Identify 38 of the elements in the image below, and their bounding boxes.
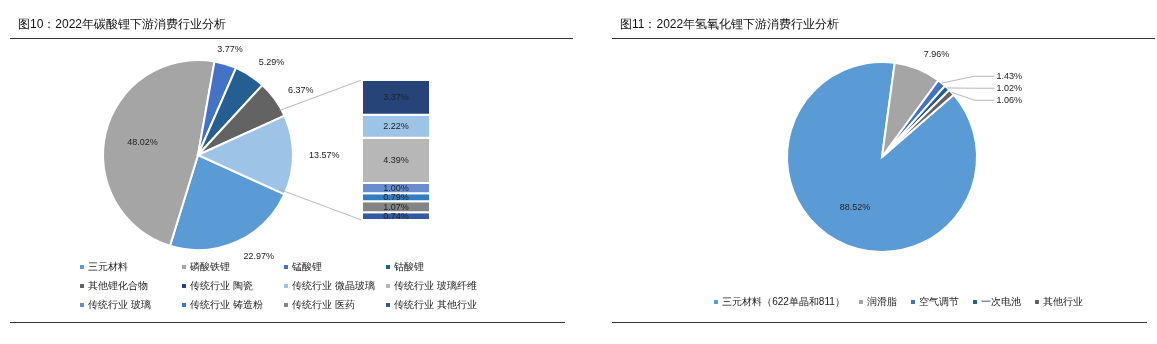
- data-label: 1.43%: [996, 71, 1023, 82]
- data-label: 0.74%: [383, 211, 409, 222]
- legend-label: 其他行业: [1042, 295, 1083, 309]
- data-label: 1.07%: [383, 201, 409, 212]
- text: 传统行业 玻璃纤维: [394, 280, 477, 291]
- data-label: 4.39%: [383, 155, 409, 166]
- data-label: 22.97%: [243, 251, 275, 262]
- legend-label: 三元材料: [88, 260, 128, 274]
- data-label: 2.22%: [383, 121, 409, 132]
- data-label: 1.00%: [383, 183, 409, 194]
- data-label: 48.02%: [127, 136, 158, 147]
- text: 传统行业 玻璃: [88, 299, 151, 310]
- chart-title: 图10：2022年碳酸锂下游消费行业分析: [10, 16, 573, 39]
- legend-label: 磷酸铁锂: [190, 260, 230, 274]
- legend-label: 其他锂化合物: [88, 279, 148, 293]
- text: 传统行业 其他行业: [394, 299, 477, 310]
- data-label: 5.29%: [258, 57, 285, 68]
- data-label: 88.52%: [839, 202, 871, 213]
- text: 传统行业 微晶玻璃: [292, 280, 375, 291]
- legend-label: 一次电池: [980, 295, 1021, 309]
- data-label: 3.77%: [217, 43, 243, 54]
- data-label: 3.37%: [383, 92, 409, 103]
- data-label: 1.06%: [996, 95, 1023, 106]
- legend-label: 三元材料（622单晶和811）: [722, 295, 845, 309]
- data-label: 7.96%: [923, 49, 950, 60]
- pie-slice: [786, 61, 978, 253]
- legend-label: 润滑脂: [866, 295, 897, 309]
- data-label: 13.57%: [309, 150, 340, 160]
- legend-label: 钴酸锂: [394, 260, 424, 274]
- text: 传统行业 陶瓷: [190, 280, 253, 291]
- text: 传统行业 铸造粉: [190, 299, 263, 310]
- data-label: 1.02%: [996, 83, 1023, 94]
- legend-label: 空气调节: [918, 295, 959, 309]
- data-label: 0.79%: [383, 192, 409, 203]
- chart-title: 图11：2022年氢氧化锂下游消费行业分析: [612, 16, 1155, 39]
- legend-label: 锰酸锂: [292, 260, 322, 274]
- text: 传统行业 医药: [292, 299, 355, 310]
- data-label: 6.37%: [287, 84, 314, 95]
